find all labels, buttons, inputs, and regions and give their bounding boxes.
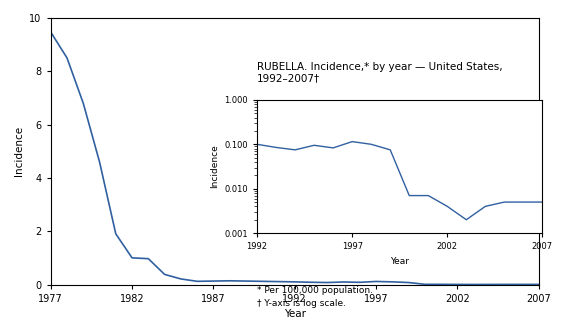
Y-axis label: Incidence: Incidence — [210, 145, 219, 188]
Text: * Per 100,000 population.
† Y-axis is log scale.: * Per 100,000 population. † Y-axis is lo… — [257, 286, 373, 308]
Text: RUBELLA. Incidence,* by year — United States,
1992–2007†: RUBELLA. Incidence,* by year — United St… — [257, 62, 503, 83]
X-axis label: Year: Year — [284, 309, 306, 319]
Y-axis label: Incidence: Incidence — [14, 126, 24, 176]
X-axis label: Year: Year — [390, 257, 409, 266]
